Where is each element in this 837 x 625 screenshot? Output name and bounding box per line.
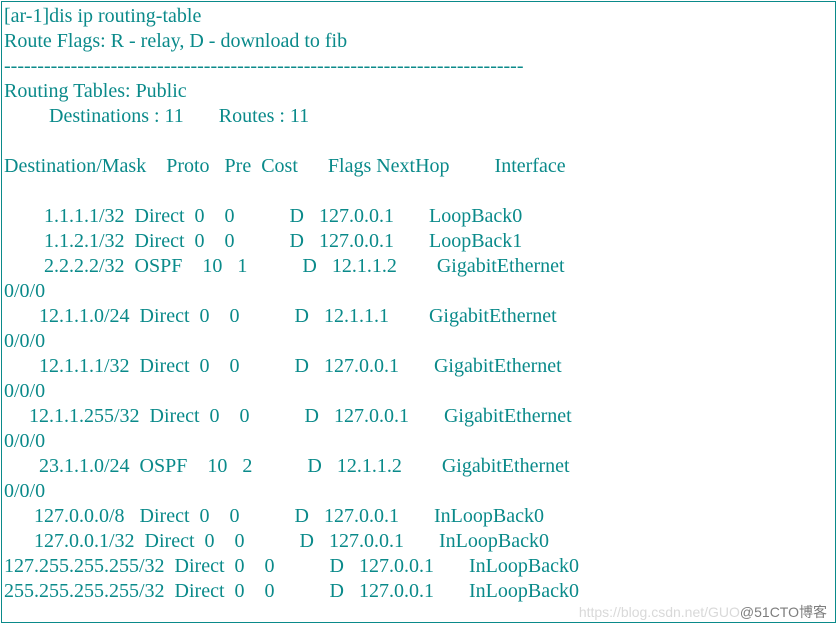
watermark: https://blog.csdn.net/GUO@51CTO博客 — [579, 602, 827, 622]
route-row: 12.1.1.1/32 Direct 0 0 D 127.0.0.1 Gigab… — [4, 355, 562, 377]
route-row: 255.255.255.255/32 Direct 0 0 D 127.0.0.… — [4, 580, 579, 602]
prompt-line: [ar-1]dis ip routing-table — [4, 5, 201, 27]
routing-tables-line: Routing Tables: Public — [4, 80, 187, 102]
terminal-output: [ar-1]dis ip routing-table Route Flags: … — [1, 1, 836, 623]
route-row: 127.0.0.0/8 Direct 0 0 D 127.0.0.1 InLoo… — [4, 505, 544, 527]
route-row: 2.2.2.2/32 OSPF 10 1 D 12.1.1.2 GigabitE… — [4, 255, 565, 277]
route-row-cont: 0/0/0 — [4, 430, 45, 452]
route-row-cont: 0/0/0 — [4, 380, 45, 402]
route-row: 127.255.255.255/32 Direct 0 0 D 127.0.0.… — [4, 555, 579, 577]
route-row-cont: 0/0/0 — [4, 330, 45, 352]
route-row: 12.1.1.0/24 Direct 0 0 D 12.1.1.1 Gigabi… — [4, 305, 557, 327]
separator-line: ----------------------------------------… — [4, 55, 524, 77]
route-row: 23.1.1.0/24 OSPF 10 2 D 12.1.1.2 Gigabit… — [4, 455, 570, 477]
route-row: 1.1.1.1/32 Direct 0 0 D 127.0.0.1 LoopBa… — [4, 205, 522, 227]
route-row-cont: 0/0/0 — [4, 280, 45, 302]
flags-line: Route Flags: R - relay, D - download to … — [4, 30, 347, 52]
route-row: 127.0.0.1/32 Direct 0 0 D 127.0.0.1 InLo… — [4, 530, 549, 552]
dest-routes-line: Destinations : 11 Routes : 11 — [4, 105, 309, 127]
route-row-cont: 0/0/0 — [4, 480, 45, 502]
route-row: 1.1.2.1/32 Direct 0 0 D 127.0.0.1 LoopBa… — [4, 230, 522, 252]
route-row: 12.1.1.255/32 Direct 0 0 D 127.0.0.1 Gig… — [4, 405, 572, 427]
watermark-source: @51CTO博客 — [740, 604, 827, 620]
column-header: Destination/Mask Proto Pre Cost Flags Ne… — [4, 155, 566, 177]
watermark-url: https://blog.csdn.net/GUO — [579, 604, 740, 620]
